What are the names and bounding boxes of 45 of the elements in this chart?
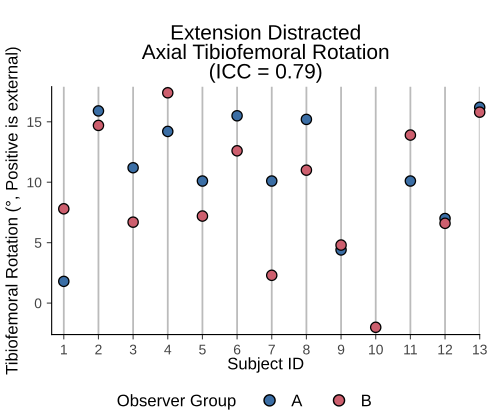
point	[162, 126, 174, 138]
x-tick-label: 4	[164, 344, 172, 354]
x-tick-label: 3	[130, 344, 136, 354]
y-tick-label: 15	[28, 117, 42, 127]
point	[231, 110, 243, 122]
point	[162, 87, 174, 99]
legend-label: B	[362, 394, 371, 406]
legend-title: Observer Group	[118, 394, 236, 410]
x-tick-label: 12	[438, 344, 452, 354]
x-tick-label: 5	[199, 344, 206, 354]
point	[58, 276, 70, 288]
x-axis-title: Subject ID	[228, 357, 304, 373]
point	[300, 114, 312, 126]
x-tick-label: 13	[473, 344, 487, 354]
y-tick-label: 0	[34, 298, 42, 308]
point	[92, 120, 104, 132]
point	[266, 175, 278, 187]
y-tick-label: 10	[28, 178, 42, 188]
y-tick-label: 5	[34, 238, 42, 248]
legend-label: A	[291, 394, 302, 406]
point	[404, 129, 416, 141]
x-tick-label: 2	[95, 344, 102, 354]
point	[474, 106, 486, 118]
y-axis-title: Tibiofemoral Rotation (°, Positive is external)	[5, 47, 21, 374]
point	[231, 145, 243, 157]
point	[196, 210, 208, 222]
x-tick-label: 1	[60, 344, 67, 354]
x-tick-label: 10	[369, 344, 383, 354]
point	[58, 203, 70, 215]
point	[300, 164, 312, 176]
point	[127, 162, 139, 174]
x-tick-label: 9	[338, 344, 344, 354]
x-tick-label: 8	[303, 344, 310, 354]
x-tick-label: 11	[404, 344, 417, 354]
chart-title: Extension Distracted Axial Tibiofemoral Rotation (ICC = 0.79)	[142, 24, 388, 83]
point	[266, 270, 278, 282]
point	[404, 175, 416, 187]
x-tick-label: 6	[234, 344, 240, 354]
point	[92, 105, 104, 117]
x-tick-label: 7	[268, 344, 275, 354]
point	[335, 239, 347, 251]
point	[127, 216, 139, 228]
point	[196, 175, 208, 187]
point	[370, 322, 382, 334]
point	[439, 218, 451, 230]
